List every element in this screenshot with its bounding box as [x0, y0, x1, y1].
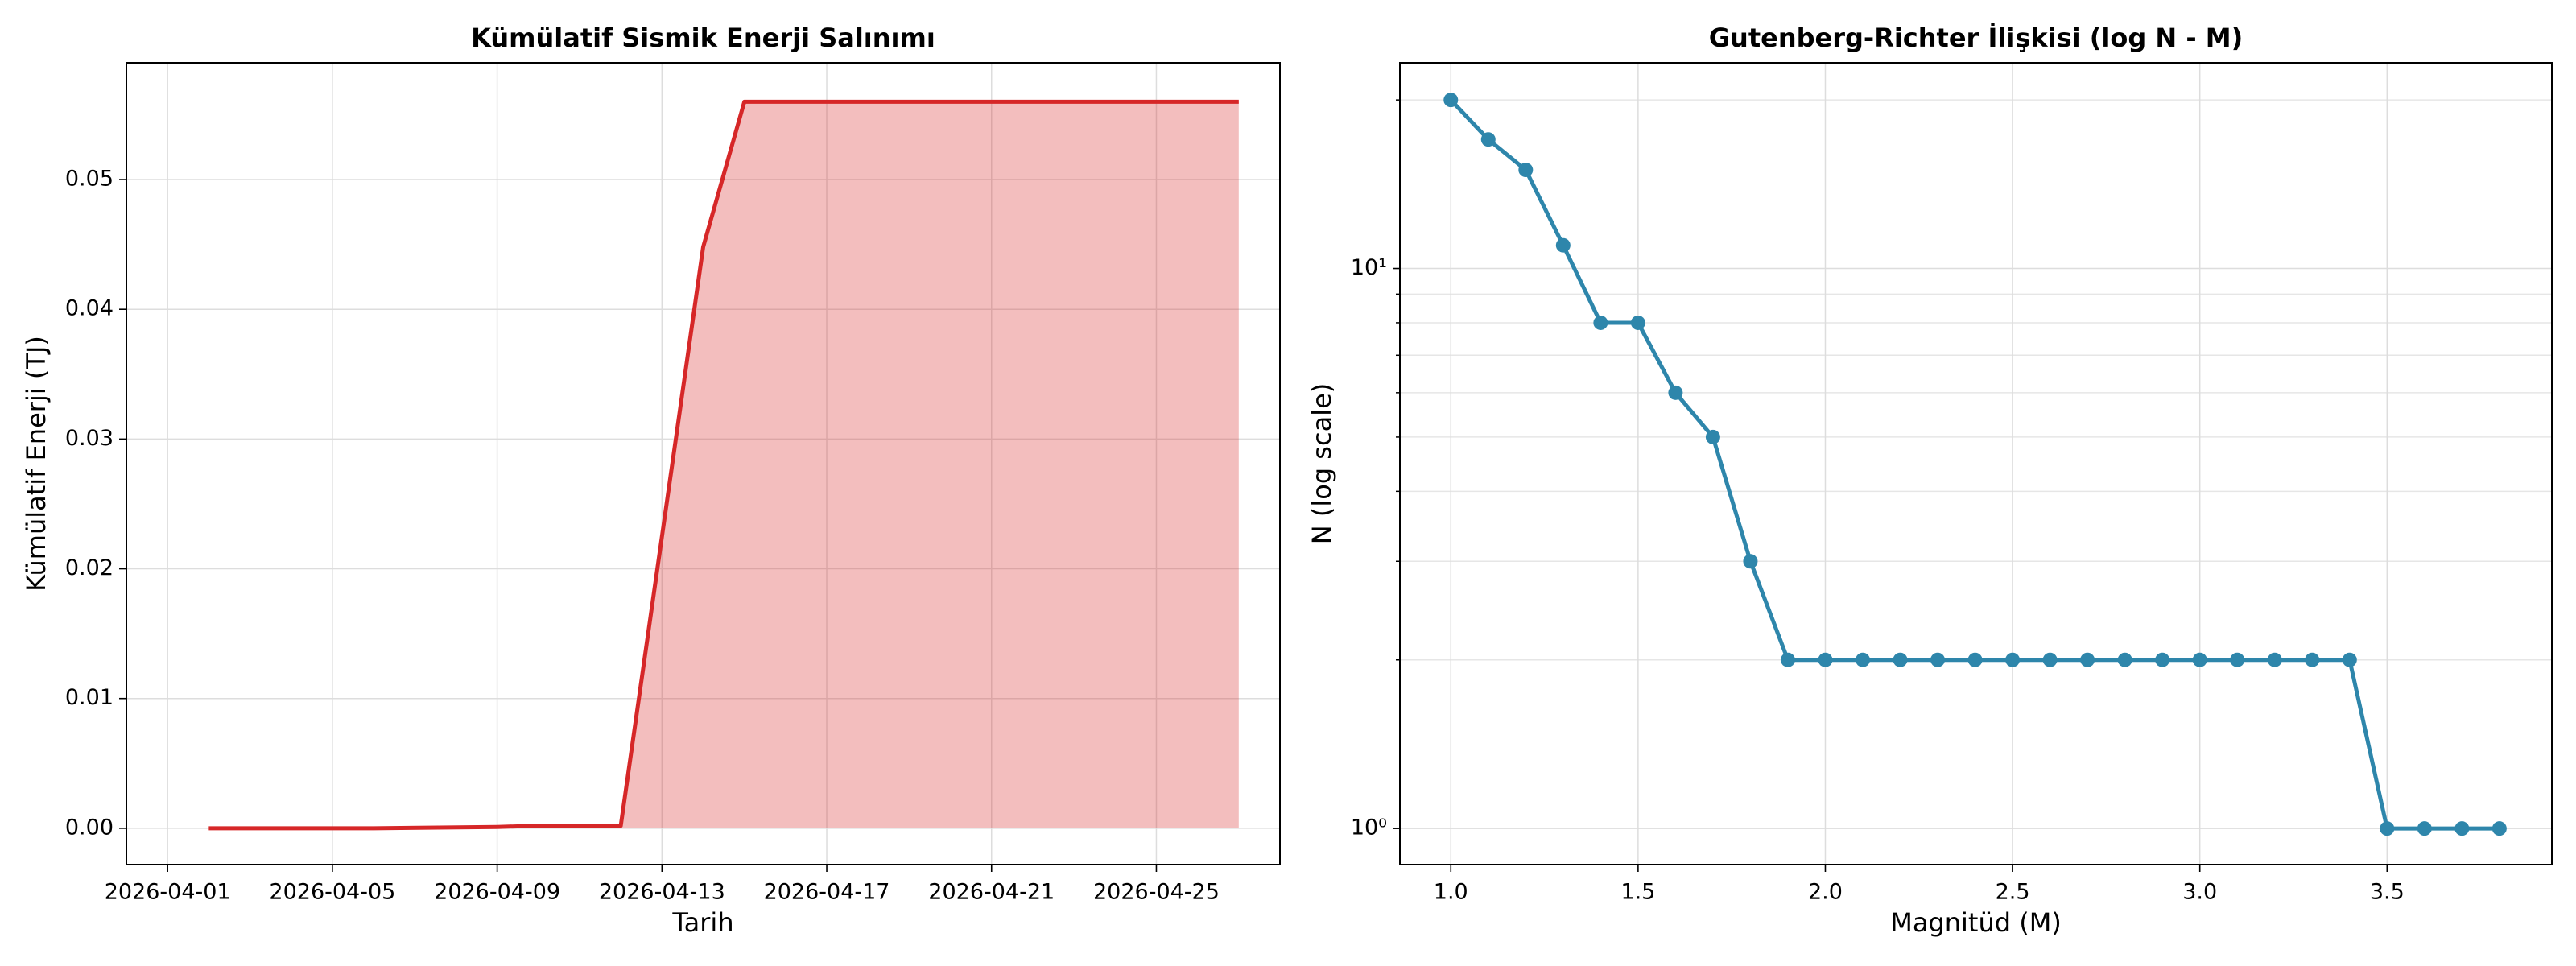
y-tick-label: 0.02: [65, 555, 114, 580]
chart-title: Kümülatif Sismik Enerji Salınımı: [471, 23, 935, 53]
area-fill: [208, 101, 1239, 828]
data-point: [2342, 652, 2357, 667]
x-tick-label: 2026-04-25: [1093, 880, 1220, 905]
data-point: [1893, 652, 1908, 667]
y-axis-label: N (log scale): [1307, 383, 1337, 544]
y-tick-label: 0.03: [65, 426, 114, 451]
data-point: [2230, 652, 2245, 667]
data-point: [1705, 429, 1720, 444]
data-point: [1930, 652, 1946, 667]
data-point: [1780, 652, 1795, 667]
chart-title: Gutenberg-Richter İlişkisi (log N - M): [1709, 23, 2243, 53]
x-tick-label: 1.5: [1620, 880, 1655, 905]
x-tick-label: 2026-04-21: [928, 880, 1055, 905]
data-point: [1856, 652, 1871, 667]
x-tick-label: 2026-04-01: [105, 880, 231, 905]
y-tick-label: 10¹: [1351, 255, 1387, 280]
y-axis-label: Kümülatif Enerji (TJ): [21, 336, 52, 592]
data-line: [208, 99, 1239, 831]
data-point: [2192, 652, 2207, 667]
data-point: [2380, 821, 2395, 836]
data-point: [1743, 554, 1758, 569]
data-point: [2491, 821, 2507, 836]
data-point: [1967, 652, 1983, 667]
data-point: [1668, 385, 1683, 400]
data-point: [1480, 132, 1496, 147]
x-tick-label: 2026-04-13: [599, 880, 725, 905]
data-point: [2267, 652, 2282, 667]
data-point: [2417, 821, 2432, 836]
y-tick-label: 0.05: [65, 167, 114, 192]
data-point: [2454, 821, 2470, 836]
y-tick-label: 10⁰: [1351, 815, 1387, 840]
x-tick-label: 3.5: [2370, 880, 2405, 905]
y-tick-label: 0.04: [65, 296, 114, 321]
x-axis-label: Magnitüd (M): [1890, 907, 2062, 938]
data-point: [1630, 315, 1645, 330]
x-tick-label: 2026-04-05: [269, 880, 395, 905]
data-point: [2155, 652, 2170, 667]
data-point: [1818, 652, 1833, 667]
x-tick-label: 3.0: [2182, 880, 2217, 905]
data-point: [2005, 652, 2021, 667]
data-point: [2305, 652, 2320, 667]
y-tick-label: 0.00: [65, 815, 114, 840]
data-point: [1443, 93, 1459, 108]
x-tick-label: 1.0: [1434, 880, 1468, 905]
data-point: [2042, 652, 2058, 667]
x-tick-label: 2026-04-09: [434, 880, 560, 905]
data-point: [1593, 315, 1608, 330]
plot-frame: [1399, 62, 2553, 865]
x-tick-label: 2.5: [1996, 880, 2030, 905]
data-line: [1449, 98, 2500, 831]
plot-frame: [126, 62, 1281, 865]
data-point: [2117, 652, 2132, 667]
data-point: [1518, 163, 1534, 178]
x-tick-label: 2026-04-17: [764, 880, 890, 905]
data-point: [2080, 652, 2095, 667]
data-point: [1555, 237, 1571, 253]
x-axis-label: Tarih: [671, 907, 733, 938]
y-tick-label: 0.01: [65, 685, 114, 710]
x-tick-label: 2.0: [1808, 880, 1843, 905]
